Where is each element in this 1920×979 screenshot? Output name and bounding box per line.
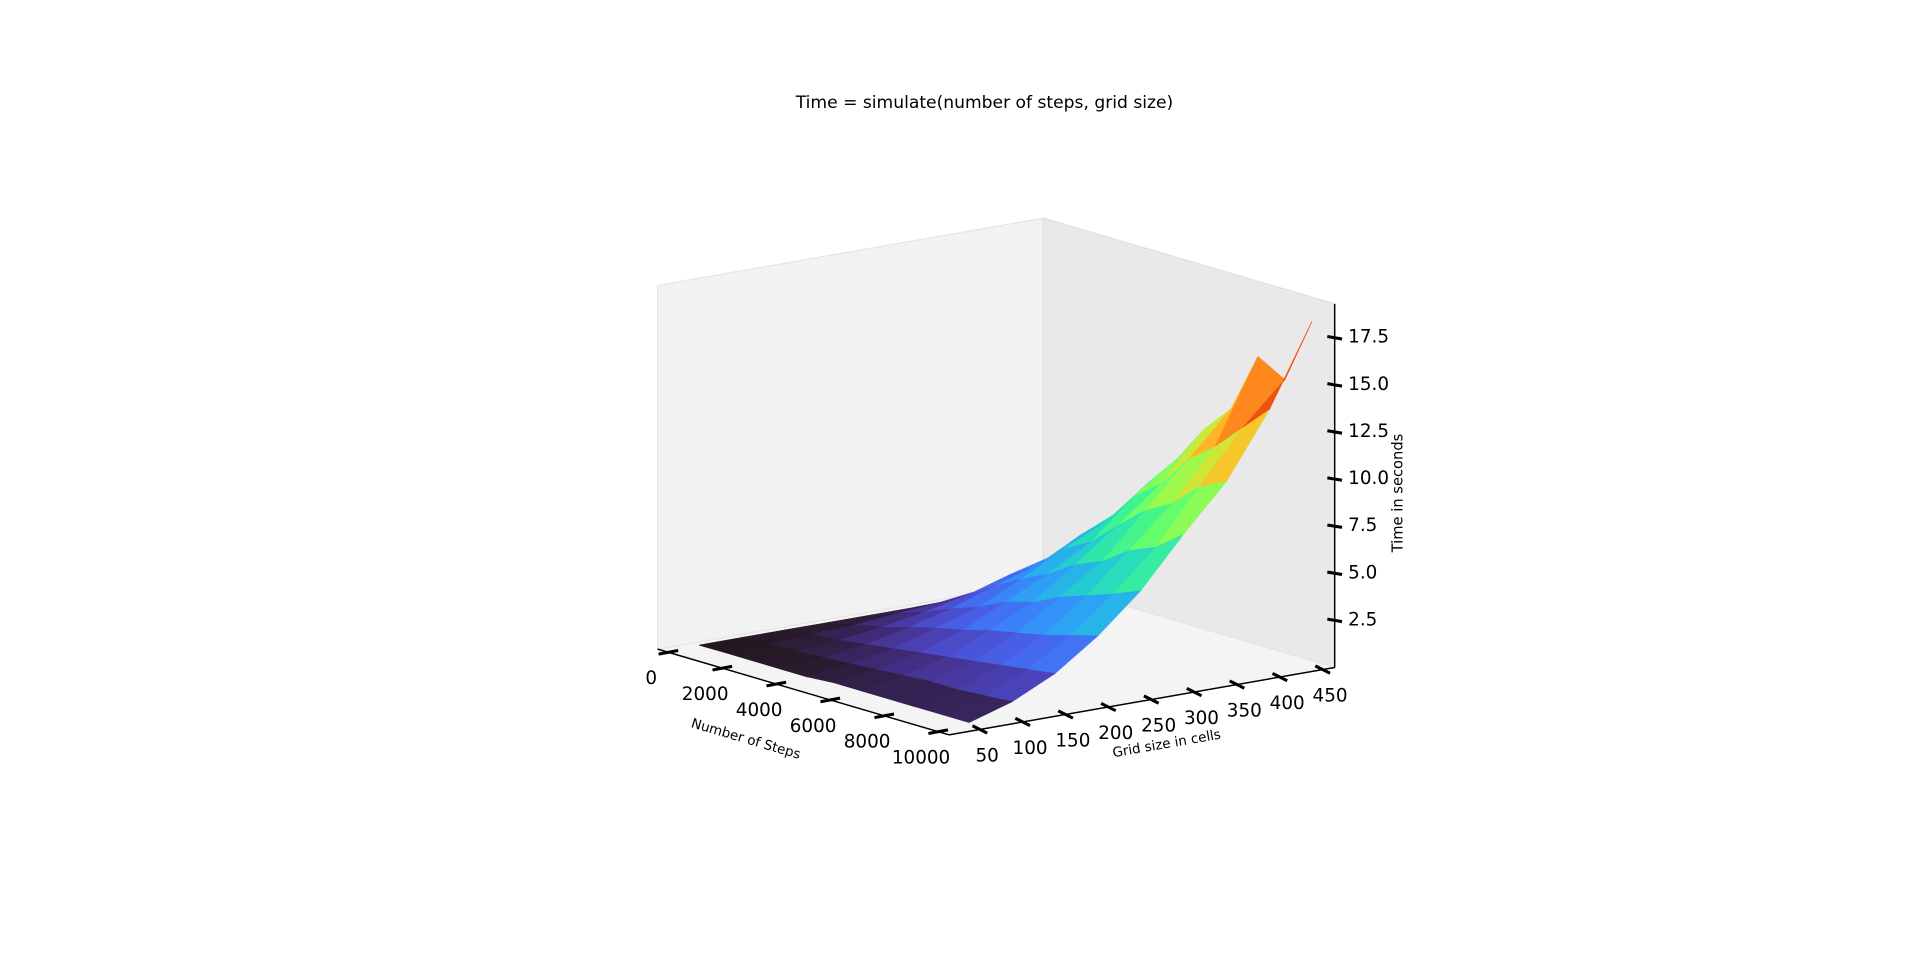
- y-tick: [1228, 679, 1246, 690]
- y-tick-label: 200: [1098, 723, 1133, 744]
- y-tick: [1100, 701, 1117, 713]
- z-tick: [1327, 617, 1343, 624]
- y-tick-label: 350: [1227, 701, 1262, 722]
- y-tick: [1271, 672, 1288, 683]
- y-axis-line: [948, 666, 1335, 736]
- z-tick: [1327, 570, 1343, 577]
- surface-patch: [940, 695, 1014, 723]
- y-tick-label: 150: [1055, 730, 1090, 751]
- z-tick: [1327, 429, 1343, 435]
- z-axis-label: Time in seconds: [1389, 434, 1406, 554]
- z-tick-label: 5.0: [1348, 562, 1377, 583]
- z-tick: [1327, 476, 1343, 482]
- x-axis-line: [657, 648, 950, 736]
- x-axis-label: Number of Steps: [689, 716, 802, 762]
- y-tick-label: 100: [1013, 738, 1048, 759]
- x-tick: [874, 712, 895, 720]
- z-tick-label: 12.5: [1348, 421, 1389, 442]
- z-tick-label: 10.0: [1348, 468, 1389, 489]
- x-tick-label: 8000: [844, 732, 891, 753]
- z-tick-label: 17.5: [1348, 327, 1389, 348]
- y-tick: [1014, 716, 1031, 728]
- x-tick: [712, 664, 733, 672]
- z-tick: [1327, 382, 1343, 388]
- x-tick: [658, 648, 679, 656]
- z-tick: [1327, 523, 1343, 529]
- y-tick-label: 400: [1270, 693, 1305, 714]
- z-tick: [1327, 335, 1343, 341]
- z-tick-label: 7.5: [1348, 515, 1377, 536]
- x-tick: [820, 696, 841, 704]
- x-tick-label: 10000: [892, 748, 950, 769]
- x-tick-label: 2000: [682, 684, 729, 705]
- x-tick-label: 0: [645, 668, 657, 689]
- y-tick-label: 300: [1184, 708, 1219, 729]
- z-tick-label: 2.5: [1348, 609, 1377, 630]
- z-tick-label: 15.0: [1348, 374, 1389, 395]
- x-tick-label: 6000: [790, 716, 837, 737]
- pane-back-left: [656, 217, 1044, 650]
- x-tick: [928, 728, 949, 736]
- y-tick: [971, 724, 988, 735]
- x-tick: [766, 680, 787, 688]
- x-tick-label: 4000: [736, 700, 783, 721]
- y-tick: [1186, 687, 1203, 698]
- y-tick: [1314, 664, 1331, 675]
- y-tick: [1057, 709, 1074, 720]
- y-tick-label: 450: [1313, 686, 1348, 707]
- y-tick-label: 50: [975, 745, 998, 766]
- chart-title: Time = simulate(number of steps, grid si…: [795, 93, 1174, 113]
- y-tick: [1143, 694, 1160, 705]
- y-tick-label: 250: [1141, 715, 1176, 736]
